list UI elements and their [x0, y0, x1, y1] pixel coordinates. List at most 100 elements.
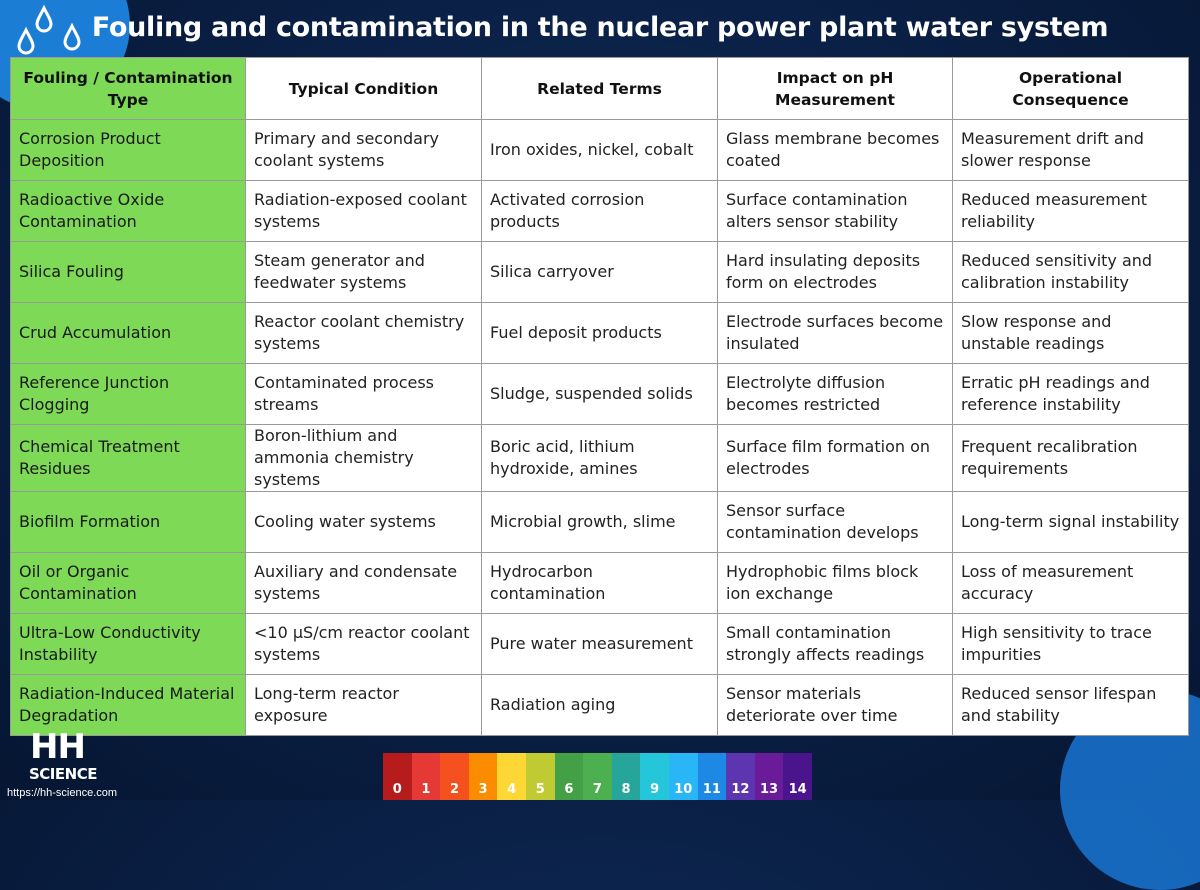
ph-scale-label: 0 [392, 782, 402, 797]
table-cell: Surface contamination alters sensor stab… [717, 180, 953, 242]
table-cell: Activated corrosion products [481, 180, 718, 242]
ph-scale-label: 6 [564, 782, 574, 797]
table-cell: Electrode surfaces become insulated [717, 302, 953, 364]
ph-scale-cell: 2 [440, 753, 469, 800]
ph-scale-cell: 11 [697, 753, 727, 800]
ph-scale-cell: 14 [783, 753, 812, 800]
ph-scale-cell: 4 [497, 753, 526, 800]
ph-scale-cell: 7 [583, 753, 612, 800]
ph-scale-label: 12 [731, 782, 750, 797]
ph-scale-cell: 8 [611, 753, 641, 800]
table-cell: Reduced sensor lifespan and stability [952, 674, 1189, 736]
table-cell: Radiation-exposed coolant systems [245, 180, 482, 242]
water-drops-icon [17, 4, 81, 55]
table-cell: Iron oxides, nickel, cobalt [481, 119, 718, 181]
ph-scale-label: 13 [759, 782, 779, 797]
table-cell: Radiation aging [481, 674, 718, 736]
ph-scale-label: 4 [507, 782, 517, 797]
table-cell: Sensor materials deteriorate over time [717, 674, 953, 736]
ph-scale-label: 8 [621, 782, 631, 797]
table-row: Biofilm Formation Cooling water systems … [10, 491, 1189, 553]
table-cell: Measurement drift and slower response [952, 119, 1189, 181]
table-cell: Silica carryover [481, 241, 718, 303]
column-header: Typical Condition [245, 57, 482, 120]
ph-scale-bar: 0 1 2 3 4 5 6 7 8 9 10 11 12 13 14 [383, 753, 812, 800]
ph-scale-cell: 3 [468, 753, 498, 800]
table-cell: Fuel deposit products [481, 302, 718, 364]
ph-scale-cell: 12 [726, 753, 755, 800]
type-cell: Reference Junction Clogging [10, 363, 246, 425]
ph-scale-cell: 10 [668, 753, 698, 800]
table-cell: Hard insulating deposits form on electro… [717, 241, 953, 303]
table-cell: Sensor surface contamination develops [717, 491, 953, 553]
table-cell: Reactor coolant chemistry systems [245, 302, 482, 364]
table-cell: Boron-lithium and ammonia chemistry syst… [245, 424, 482, 492]
table-header-row: Fouling / Contamination Type Typical Con… [10, 57, 1189, 120]
table-cell: Steam generator and feedwater systems [245, 241, 482, 303]
table-cell: Loss of measurement accuracy [952, 552, 1189, 614]
table-cell: Small contamination strongly affects rea… [717, 613, 953, 675]
ph-scale-cell: 0 [383, 753, 412, 800]
column-header: Operational Consequence [952, 57, 1189, 120]
ph-scale-label: 5 [535, 782, 545, 797]
table-cell: <10 µS/cm reactor coolant systems [245, 613, 482, 675]
table-cell: Sludge, suspended solids [481, 363, 718, 425]
column-header: Impact on pH Measurement [717, 57, 953, 120]
type-cell: Ultra-Low Conductivity Instability [10, 613, 246, 675]
logo-hh-text: HH [30, 727, 86, 767]
table-cell: Glass membrane becomes coated [717, 119, 953, 181]
type-cell: Biofilm Formation [10, 491, 246, 553]
table-row: Crud Accumulation Reactor coolant chemis… [10, 302, 1189, 364]
ph-scale-cell: 5 [525, 753, 555, 800]
ph-scale-label: 10 [674, 782, 693, 797]
table-cell: Reduced sensitivity and calibration inst… [952, 241, 1189, 303]
ph-scale-cell: 1 [411, 753, 441, 800]
table-cell: Boric acid, lithium hydroxide, amines [481, 424, 718, 492]
ph-scale-cell: 9 [640, 753, 669, 800]
page-title: Fouling and contamination in the nuclear… [91, 12, 1109, 43]
table-row: Corrosion Product Deposition Primary and… [10, 119, 1189, 181]
table-cell: Erratic pH readings and reference instab… [952, 363, 1189, 425]
table-cell: Microbial growth, slime [481, 491, 718, 553]
ph-scale-label: 11 [702, 782, 721, 797]
type-cell: Chemical Treatment Residues [10, 424, 246, 492]
ph-scale-label: 14 [788, 782, 807, 797]
table-row: Ultra-Low Conductivity Instability <10 µ… [10, 613, 1189, 675]
website-url: https://hh-science.com [7, 787, 118, 799]
table-cell: High sensitivity to trace impurities [952, 613, 1189, 675]
column-header: Fouling / Contamination Type [10, 57, 246, 120]
table-cell: Hydrophobic films block ion exchange [717, 552, 953, 614]
table-cell: Long-term reactor exposure [245, 674, 482, 736]
table-cell: Contaminated process streams [245, 363, 482, 425]
ph-scale-label: 3 [478, 782, 488, 797]
table-cell: Long-term signal instability [952, 491, 1189, 553]
type-cell: Silica Fouling [10, 241, 246, 303]
table-row: Reference Junction Clogging Contaminated… [10, 363, 1189, 425]
ph-scale-cell: 6 [554, 753, 584, 800]
ph-scale-label: 2 [449, 782, 459, 797]
column-header: Related Terms [481, 57, 718, 120]
table-cell: Electrolyte diffusion becomes restricted [717, 363, 953, 425]
type-cell: Crud Accumulation [10, 302, 246, 364]
table-cell: Reduced measurement reliability [952, 180, 1189, 242]
table-cell: Cooling water systems [245, 491, 482, 553]
table-cell: Surface film formation on electrodes [717, 424, 953, 492]
table-row: Radiation-Induced Material Degradation L… [10, 674, 1189, 736]
ph-scale-label: 7 [592, 782, 602, 797]
table-cell: Pure water measurement [481, 613, 718, 675]
table-row: Radioactive Oxide Contamination Radiatio… [10, 180, 1189, 242]
table-cell: Hydrocarbon contamination [481, 552, 718, 614]
table-row: Silica Fouling Steam generator and feedw… [10, 241, 1189, 303]
table-cell: Primary and secondary coolant systems [245, 119, 482, 181]
table-cell: Slow response and unstable readings [952, 302, 1189, 364]
table-row: Chemical Treatment Residues Boron-lithiu… [10, 424, 1189, 492]
hh-science-logo: HH SCIENCE https://hh-science.com [7, 727, 140, 800]
ph-scale-cell: 13 [754, 753, 784, 800]
type-cell: Radioactive Oxide Contamination [10, 180, 246, 242]
type-cell: Oil or Organic Contamination [10, 552, 246, 614]
contamination-table: Fouling / Contamination Type Typical Con… [10, 57, 1189, 736]
table-cell: Frequent recalibration requirements [952, 424, 1189, 492]
ph-scale-label: 1 [421, 782, 431, 797]
type-cell: Corrosion Product Deposition [10, 119, 246, 181]
ph-scale-label: 9 [650, 782, 660, 797]
